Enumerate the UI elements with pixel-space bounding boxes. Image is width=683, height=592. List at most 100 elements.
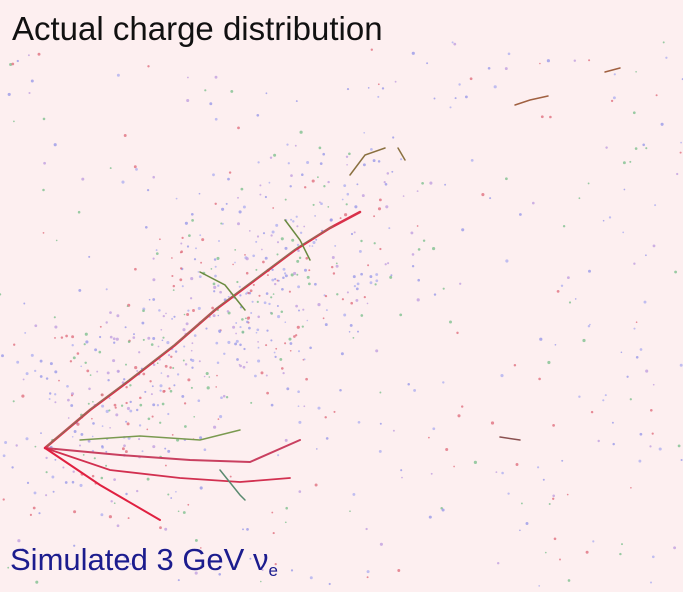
charge-dot (88, 388, 91, 391)
charge-dot (289, 185, 291, 187)
charge-dot (428, 437, 430, 439)
charge-dot (612, 422, 614, 424)
caption-subscript: e (268, 561, 277, 580)
charge-dot (375, 279, 378, 282)
charge-dot (8, 93, 11, 96)
charge-dot (152, 416, 154, 418)
charge-dot (107, 371, 110, 374)
charge-dot (28, 54, 30, 56)
charge-dot (159, 384, 162, 387)
charge-dot (519, 529, 521, 531)
charge-dot (217, 285, 219, 287)
charge-dot (129, 384, 131, 386)
charge-dot (253, 284, 255, 286)
charge-dot (13, 121, 15, 123)
charge-dot (227, 341, 230, 344)
charge-dot (230, 90, 233, 93)
charge-dot (277, 305, 279, 307)
charge-dot (143, 339, 145, 341)
charge-dot (149, 380, 151, 382)
charge-dot (543, 479, 545, 481)
charge-dot (156, 249, 158, 251)
charge-dot (481, 193, 484, 196)
charge-dot (79, 484, 82, 487)
track (47, 226, 333, 446)
charge-dot (449, 321, 452, 324)
charge-dot (110, 336, 113, 339)
charge-dot (121, 181, 124, 184)
charge-dot (303, 358, 305, 360)
charge-dot (286, 144, 288, 146)
charge-dot (227, 310, 229, 312)
charge-dot (561, 285, 563, 287)
charge-dot (589, 324, 591, 326)
charge-dot (241, 188, 244, 191)
charge-dot (367, 576, 369, 578)
charge-dot (45, 457, 47, 459)
charge-dot (92, 475, 95, 478)
charge-dot (229, 171, 231, 173)
charge-dot (257, 341, 259, 343)
charge-dot (215, 386, 217, 388)
charge-dot (582, 339, 585, 342)
charge-dot (270, 156, 272, 158)
charge-dot (136, 370, 138, 372)
charge-dot (342, 199, 344, 201)
charge-dot (113, 337, 116, 340)
charge-dot (141, 322, 144, 325)
charge-dot (213, 290, 215, 292)
charge-dot (289, 291, 291, 293)
charge-dot (241, 318, 244, 321)
charge-dot (130, 401, 132, 403)
track (605, 68, 620, 72)
charge-dot (410, 231, 413, 234)
charge-dot (371, 49, 373, 51)
charge-dot (164, 528, 167, 531)
charge-dot (218, 418, 220, 420)
charge-dot (299, 257, 301, 259)
charge-dot (255, 241, 257, 243)
charge-dot (350, 302, 353, 305)
charge-dot (370, 148, 373, 151)
caption: Simulated 3 GeV νe (10, 542, 278, 581)
charge-dot (387, 172, 390, 175)
charge-dot (266, 392, 269, 395)
charge-dot (273, 293, 275, 295)
charge-dot (135, 168, 138, 171)
charge-dot (180, 242, 182, 244)
charge-dot (34, 324, 37, 327)
charge-dot (301, 173, 304, 176)
charge-dot (223, 353, 225, 355)
charge-dot (182, 285, 184, 287)
charge-dot (53, 491, 55, 493)
charge-dot (432, 427, 435, 430)
charge-dot (237, 222, 240, 225)
charge-dot (23, 378, 25, 380)
charge-dot (170, 356, 172, 358)
charge-dot (388, 227, 390, 229)
charge-dot (270, 312, 273, 315)
charge-dot (319, 147, 322, 150)
charge-dot (115, 413, 118, 416)
charge-dot (191, 350, 193, 352)
charge-dot (567, 276, 570, 279)
charge-dot (442, 381, 444, 383)
charge-dot (332, 256, 335, 259)
charge-dot (134, 165, 137, 168)
charge-dot (1, 354, 4, 357)
charge-dot (552, 498, 554, 500)
charge-dot (308, 269, 310, 271)
charge-dot (358, 421, 361, 424)
track (45, 448, 290, 482)
charge-dot (368, 87, 370, 89)
charge-dot (186, 322, 189, 325)
charge-dot (633, 111, 636, 114)
charge-dot (172, 367, 174, 369)
charge-dot (303, 405, 305, 407)
charge-dot (275, 348, 277, 350)
charge-dot (640, 348, 643, 351)
charge-dot (344, 213, 347, 216)
charge-dot (612, 443, 614, 445)
charge-dot (114, 404, 117, 407)
charge-dot (274, 283, 276, 285)
